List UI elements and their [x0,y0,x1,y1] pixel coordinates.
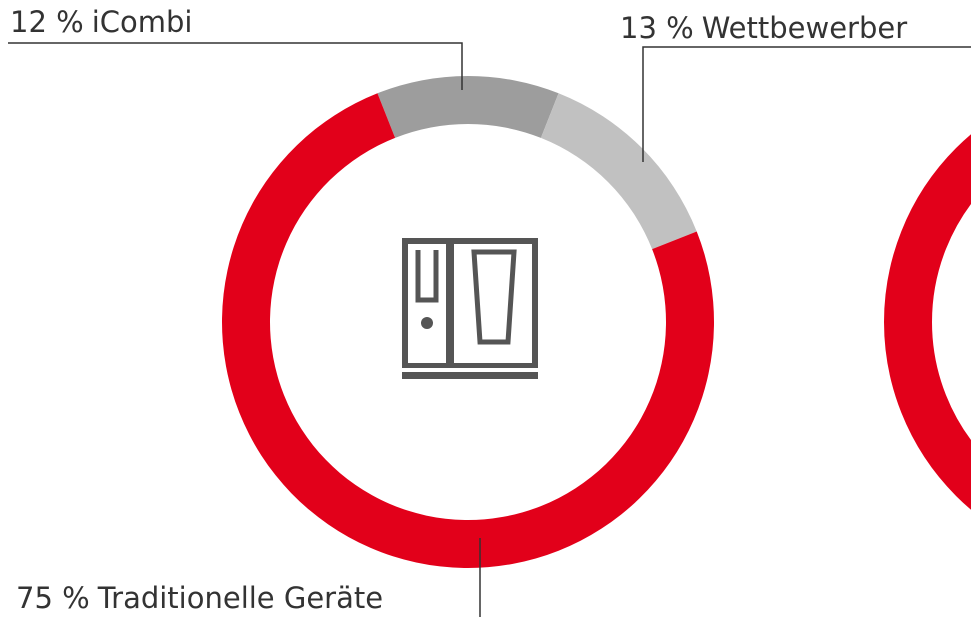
donut [222,76,714,568]
second-donut-ring [884,134,971,510]
category-label: Wettbewerber [702,11,908,45]
category-label: Traditionelle Geräte [97,581,383,615]
donut-slice [540,93,697,250]
category-label: iCombi [92,5,193,39]
oven-icon [402,238,538,379]
slice-label: 12 % iCombi [10,5,192,39]
second-donut [884,134,971,510]
slice-label: 13 % Wettbewerber [620,11,907,45]
value-label: 12 % [10,5,84,39]
leader-line [642,46,971,162]
leader-line [8,42,463,90]
slice-label: 75 % Traditionelle Geräte [16,581,383,615]
value-label: 13 % [620,11,694,45]
donut-slice [377,76,559,138]
value-label: 75 % [16,581,90,615]
